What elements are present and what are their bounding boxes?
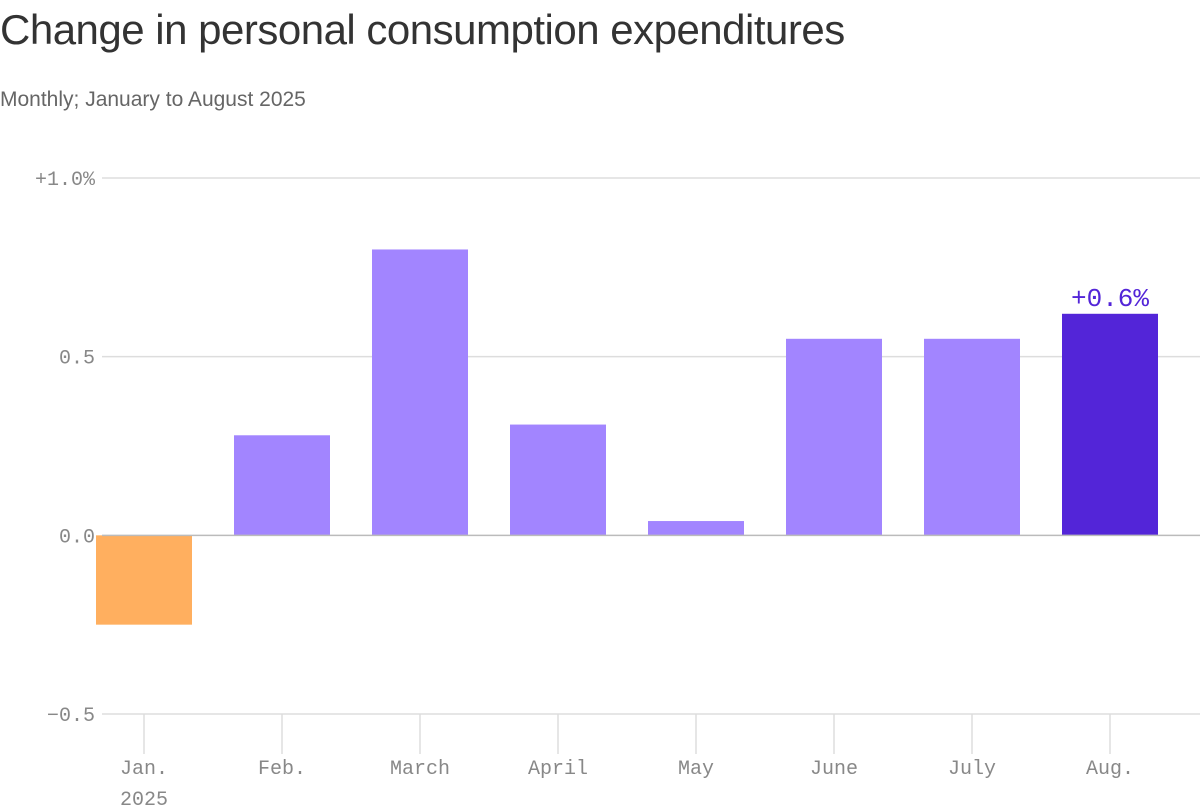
x-tick-label: July bbox=[948, 758, 996, 781]
y-tick-label: +1.0% bbox=[35, 169, 96, 192]
x-axis: Jan. 2025 Feb. March April May June July Aug. bbox=[120, 714, 1134, 812]
bars bbox=[96, 249, 1158, 625]
chart-subtitle: Monthly; January to August 2025 bbox=[0, 88, 306, 111]
value-label: +0.6% bbox=[1071, 284, 1149, 314]
bar-jan bbox=[96, 535, 192, 625]
x-tick-label: June bbox=[810, 758, 858, 781]
bar-march bbox=[372, 249, 468, 536]
y-tick-label: 0.0 bbox=[59, 526, 95, 549]
bar-feb bbox=[234, 435, 330, 536]
bar-april bbox=[510, 424, 606, 536]
y-tick-label: 0.5 bbox=[59, 348, 95, 371]
y-tick-label: −0.5 bbox=[47, 705, 95, 728]
chart-title: Change in personal consumption expenditu… bbox=[0, 6, 845, 53]
x-tick-label: May bbox=[678, 758, 714, 781]
x-tick-label: Feb. bbox=[258, 758, 306, 781]
bar-june bbox=[786, 338, 882, 536]
bar-aug bbox=[1062, 313, 1158, 536]
bar-july bbox=[924, 338, 1020, 536]
x-tick-label: April bbox=[528, 758, 588, 781]
x-tick-sublabel: 2025 bbox=[120, 789, 168, 812]
x-tick-label: Aug. bbox=[1086, 758, 1134, 781]
y-axis: +1.0% 0.5 0.0 −0.5 bbox=[35, 169, 96, 728]
x-tick-label: Jan. bbox=[120, 758, 168, 781]
annotations: +0.6% bbox=[1071, 284, 1149, 314]
x-tick-label: March bbox=[390, 758, 450, 781]
bar-may bbox=[648, 521, 744, 536]
